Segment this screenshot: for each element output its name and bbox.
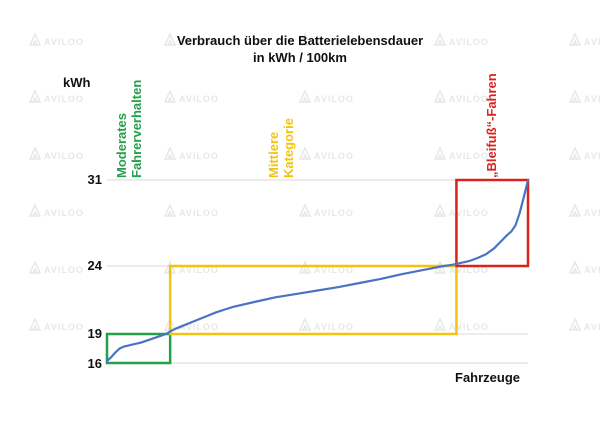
watermark-text: AVILOO: [44, 265, 84, 275]
watermark-text: AVILOO: [584, 208, 600, 218]
watermark-logo-icon: [568, 89, 582, 103]
watermark-logo-icon: [28, 260, 42, 274]
watermark-logo-icon: [298, 203, 312, 217]
watermark-logo-icon: [163, 32, 177, 46]
watermark-logo-icon: [298, 146, 312, 160]
watermark-text: AVILOO: [314, 322, 354, 332]
watermark-text: AVILOO: [314, 208, 354, 218]
y-tick-label: 19: [87, 326, 102, 341]
watermark-text: AVILOO: [314, 151, 354, 161]
region-boxes: [105, 178, 530, 365]
region-label-middle: Mittlere Kategorie: [266, 118, 296, 178]
region-label-line: Fahrerverhalten: [129, 79, 144, 178]
watermark-logo-icon: [28, 32, 42, 46]
watermark-text: AVILOO: [584, 265, 600, 275]
watermark-text: AVILOO: [314, 37, 354, 47]
y-tick-label: 24: [87, 258, 102, 273]
plot-area: [105, 178, 530, 363]
region-label-line: Kategorie: [281, 118, 296, 178]
watermark-text: AVILOO: [44, 322, 84, 332]
region-box-0: [105, 332, 172, 365]
watermark-logo-icon: [298, 32, 312, 46]
watermark-logo-icon: [28, 146, 42, 160]
watermark-text: AVILOO: [449, 265, 489, 275]
watermark-logo-icon: [433, 203, 447, 217]
watermark-logo-icon: [568, 32, 582, 46]
watermark-text: AVILOO: [179, 322, 219, 332]
watermark-logo-icon: [163, 89, 177, 103]
region-label-line: Moderates: [114, 112, 129, 178]
watermark-layer: AVILOO AVILOO AVILOO AVILOO AVILOO AVILOO AVIL…: [28, 32, 600, 332]
watermark-text: AVILOO: [179, 37, 219, 47]
watermark-logo-icon: [433, 317, 447, 331]
watermark-text: AVILOO: [44, 208, 84, 218]
watermark-text: AVILOO: [44, 94, 84, 104]
watermark-text: AVILOO: [44, 151, 84, 161]
watermark-text: AVILOO: [584, 322, 600, 332]
watermark-text: AVILOO: [179, 265, 219, 275]
watermark-text: AVILOO: [314, 265, 354, 275]
watermark-text: AVILOO: [44, 37, 84, 47]
y-tick-label: 16: [87, 356, 102, 371]
watermark-text: AVILOO: [179, 94, 219, 104]
region-box-2: [455, 178, 530, 268]
watermark-logo-icon: [28, 317, 42, 331]
watermark-logo-icon: [433, 146, 447, 160]
watermark-text: AVILOO: [584, 37, 600, 47]
watermark-logo-icon: [298, 89, 312, 103]
watermark-logo-icon: [28, 89, 42, 103]
watermark-logo-icon: [163, 146, 177, 160]
consumption-series-line: [105, 178, 530, 363]
watermark-text: AVILOO: [584, 94, 600, 104]
region-label-leadfoot: „Bleifuß“-Fahren: [484, 73, 499, 178]
watermark-text: AVILOO: [449, 208, 489, 218]
chart-subtitle: in kWh / 100km: [253, 50, 347, 65]
x-axis-label: Fahrzeuge: [455, 370, 521, 385]
watermark-text: AVILOO: [449, 322, 489, 332]
watermark-logo-icon: [163, 203, 177, 217]
watermark-text: AVILOO: [449, 37, 489, 47]
watermark-logo-icon: [28, 203, 42, 217]
chart-title: Verbrauch über die Batterielebensdauer: [176, 33, 424, 48]
watermark-logo-icon: [298, 260, 312, 274]
watermark-logo-icon: [568, 146, 582, 160]
watermark-text: AVILOO: [449, 94, 489, 104]
watermark-logo-icon: [568, 317, 582, 331]
watermark-logo-icon: [568, 260, 582, 274]
watermark-text: AVILOO: [314, 94, 354, 104]
watermark-logo-icon: [433, 32, 447, 46]
region-label-moderate: Moderates Fahrerverhalten: [114, 80, 144, 178]
region-label-line: Mittlere: [266, 131, 281, 178]
watermark-text: AVILOO: [179, 208, 219, 218]
region-label-line: „Bleifuß“-Fahren: [484, 73, 499, 178]
y-tick-label: 31: [87, 172, 102, 187]
region-box-1: [168, 264, 458, 336]
watermark-text: AVILOO: [179, 151, 219, 161]
watermark-text: AVILOO: [584, 151, 600, 161]
watermark-text: AVILOO: [449, 151, 489, 161]
watermark-logo-icon: [568, 203, 582, 217]
watermark-logo-icon: [433, 89, 447, 103]
y-axis-label: kWh: [63, 75, 91, 90]
watermark-logo-icon: [298, 317, 312, 331]
